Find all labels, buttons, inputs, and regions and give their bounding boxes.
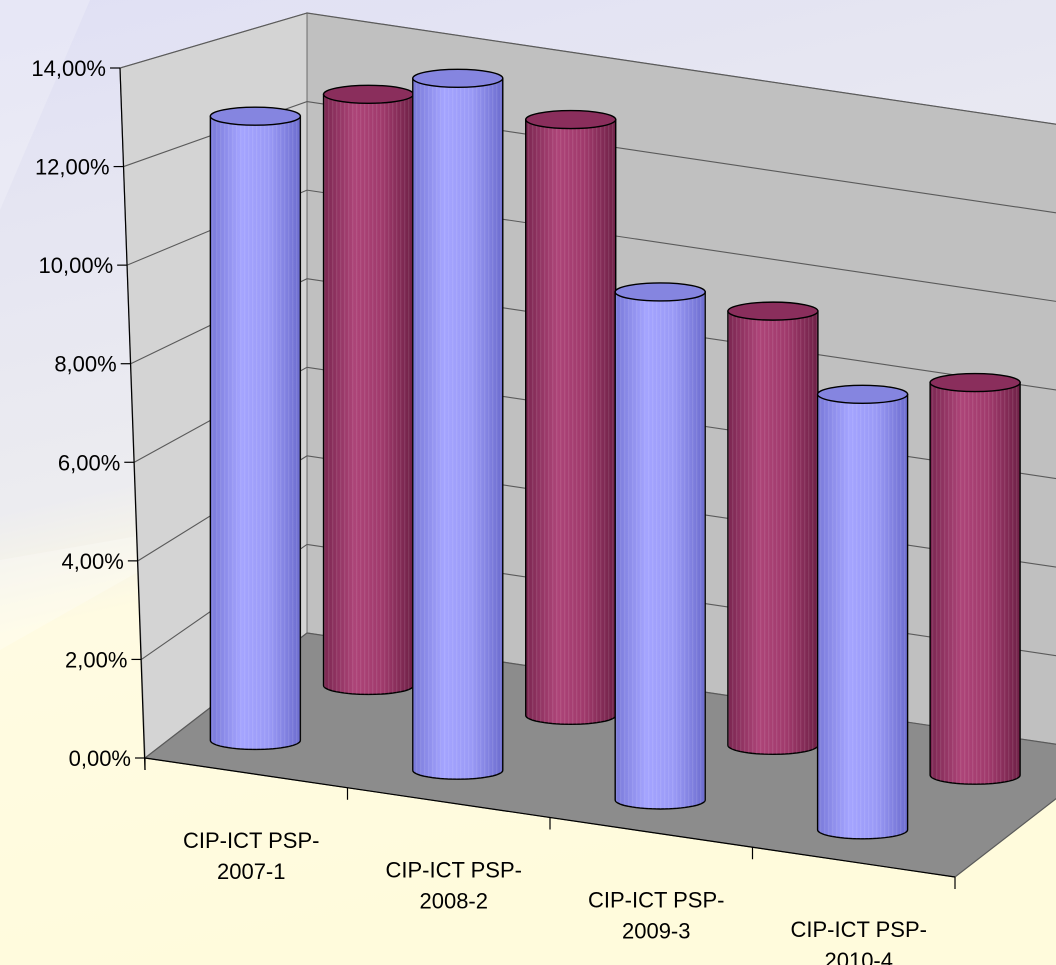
y-tick-label: 8,00% — [54, 352, 116, 377]
y-tick-label: 10,00% — [39, 253, 114, 278]
bar — [816, 384, 909, 840]
gridline — [130, 278, 1056, 391]
x-tick-label: CIP-ICT PSP-2007-1 — [183, 828, 320, 884]
gridline — [123, 101, 1056, 214]
bar — [727, 301, 819, 755]
bar — [614, 282, 706, 810]
y-tick-label: 12,00% — [35, 155, 110, 180]
bar-top — [929, 372, 1021, 393]
bar-texture — [210, 116, 301, 750]
y-tick-label: 0,00% — [69, 746, 131, 771]
bar-top — [816, 384, 909, 405]
gridline — [126, 189, 1056, 302]
bar — [929, 372, 1021, 785]
bar — [412, 68, 504, 780]
bar-texture — [615, 291, 706, 809]
bar-top — [209, 106, 302, 126]
bar-texture — [323, 94, 414, 695]
bar — [525, 109, 617, 726]
bar — [322, 84, 415, 696]
x-tick-label: CIP-ICT PSP-2009-3 — [588, 887, 725, 943]
y-tick-label: 6,00% — [58, 450, 120, 475]
bar-texture — [817, 394, 908, 839]
bar-top — [412, 68, 504, 88]
x-tick-label: CIP-ICT PSP-2008-2 — [385, 858, 522, 914]
x-tick-label: CIP-ICT PSP-2010-4 — [790, 917, 927, 965]
bar-top — [322, 84, 415, 104]
y-tick-label: 2,00% — [65, 647, 127, 672]
bar-top — [727, 301, 819, 321]
bar-texture — [930, 382, 1021, 785]
y-axis-line — [119, 67, 146, 771]
gridline — [119, 12, 1056, 125]
y-tick-label: 4,00% — [61, 549, 123, 574]
bar-top — [525, 109, 617, 130]
bar-top — [614, 282, 706, 302]
background-swoosh — [0, 0, 90, 210]
bar — [209, 106, 302, 751]
bar-texture — [727, 311, 818, 755]
bar-texture — [525, 119, 616, 725]
y-tick-label: 14,00% — [31, 56, 106, 81]
bar-texture — [412, 78, 503, 780]
